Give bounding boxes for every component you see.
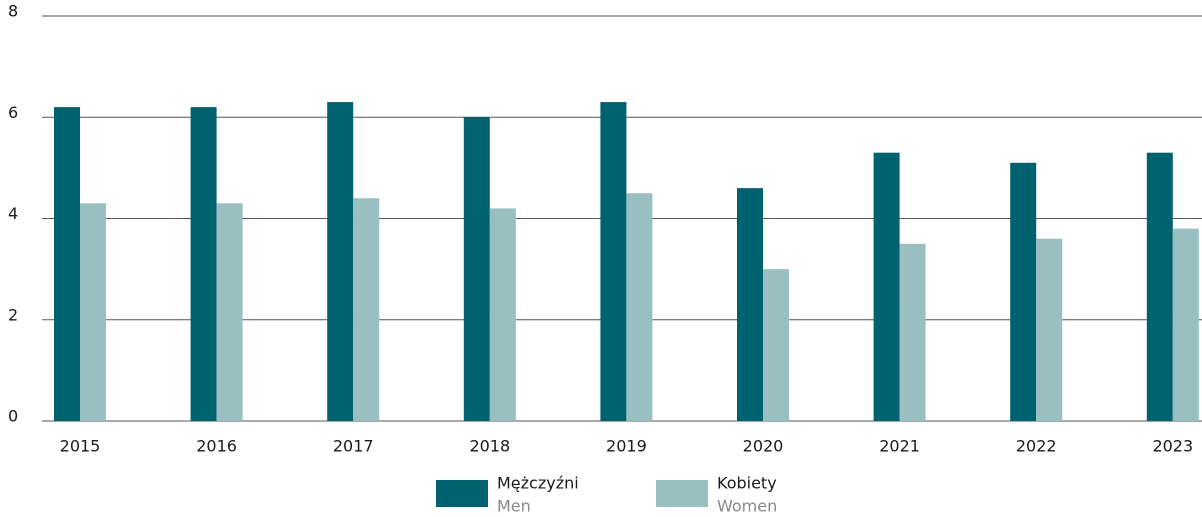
bar bbox=[463, 117, 490, 421]
bar bbox=[600, 102, 627, 421]
bar bbox=[80, 203, 106, 421]
legend-sublabel: Men bbox=[497, 497, 531, 516]
bar bbox=[1010, 162, 1037, 421]
bar bbox=[763, 269, 789, 421]
bar bbox=[899, 243, 926, 421]
y-tick-label: 0 bbox=[8, 407, 18, 426]
bar bbox=[1172, 228, 1199, 421]
y-tick-label: 2 bbox=[8, 305, 18, 324]
bar bbox=[190, 107, 217, 421]
bar bbox=[737, 188, 763, 421]
bar bbox=[1146, 152, 1173, 421]
x-tick-label: 2022 bbox=[1016, 437, 1057, 456]
legend-swatch bbox=[656, 480, 708, 507]
bar bbox=[54, 107, 80, 421]
bar bbox=[353, 198, 380, 421]
bar bbox=[489, 208, 516, 421]
legend-sublabel: Women bbox=[717, 497, 777, 516]
bar bbox=[327, 102, 354, 421]
x-tick-label: 2018 bbox=[469, 437, 510, 456]
legend-label: Kobiety bbox=[717, 474, 777, 493]
bar bbox=[1036, 238, 1063, 421]
y-tick-label: 8 bbox=[8, 2, 18, 21]
bar bbox=[216, 203, 243, 421]
x-tick-label: 2020 bbox=[743, 437, 784, 456]
bar bbox=[873, 152, 900, 421]
legend-label: Mężczyźni bbox=[497, 474, 579, 493]
x-tick-label: 2016 bbox=[196, 437, 237, 456]
bar bbox=[626, 193, 653, 421]
x-tick-label: 2019 bbox=[606, 437, 647, 456]
x-tick-label: 2017 bbox=[333, 437, 374, 456]
x-tick-label: 2023 bbox=[1152, 437, 1193, 456]
x-tick-label: 2015 bbox=[60, 437, 101, 456]
legend-swatch bbox=[436, 480, 488, 507]
x-tick-label: 2021 bbox=[879, 437, 920, 456]
y-tick-label: 4 bbox=[8, 204, 18, 223]
y-tick-label: 6 bbox=[8, 103, 18, 122]
